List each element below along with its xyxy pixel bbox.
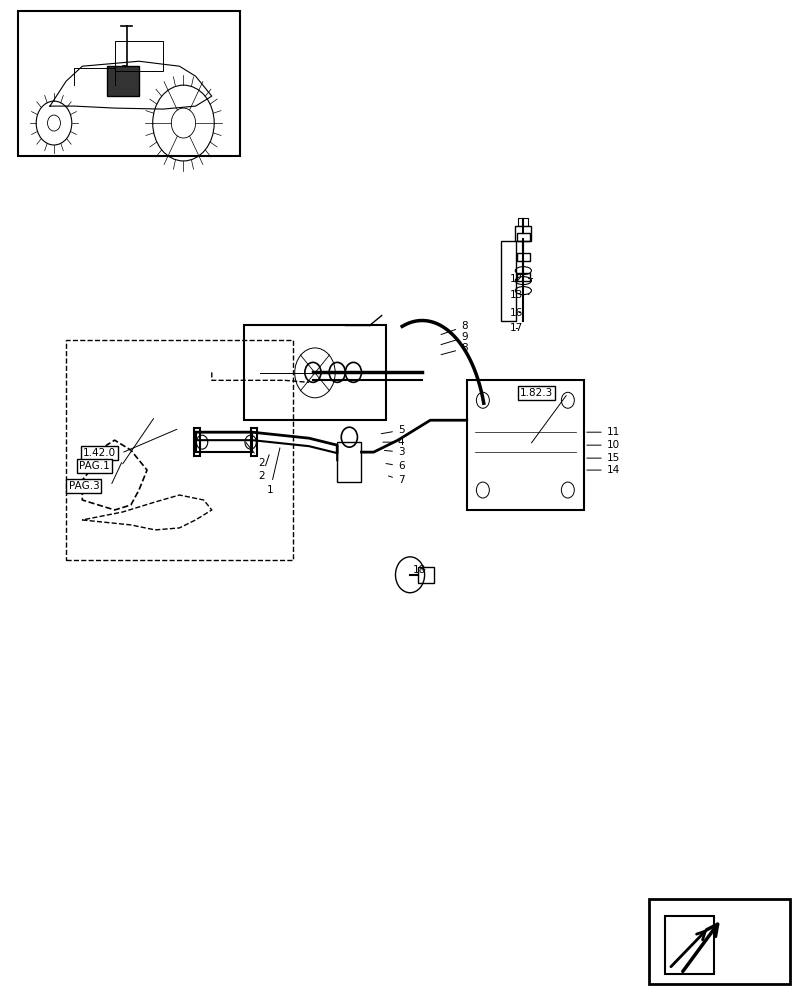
- Bar: [337, 442, 361, 482]
- Text: 7: 7: [388, 475, 404, 485]
- Text: PAG.3: PAG.3: [68, 481, 99, 491]
- Bar: [648, 899, 789, 984]
- Text: 1: 1: [267, 448, 280, 495]
- Text: 1.82.3: 1.82.3: [519, 388, 552, 398]
- Bar: [518, 218, 527, 226]
- Bar: [501, 241, 516, 320]
- Bar: [244, 325, 385, 420]
- Text: 14: 14: [586, 465, 619, 475]
- Text: 3: 3: [384, 447, 404, 457]
- Bar: [517, 273, 529, 281]
- Text: 15: 15: [586, 453, 619, 463]
- Bar: [466, 380, 583, 510]
- Bar: [18, 11, 240, 156]
- Text: 9: 9: [440, 332, 467, 345]
- Bar: [194, 428, 200, 456]
- Bar: [517, 253, 529, 261]
- Text: 2: 2: [259, 455, 268, 481]
- Bar: [517, 233, 529, 241]
- Bar: [515, 226, 530, 241]
- Text: 6: 6: [385, 461, 404, 471]
- Bar: [664, 916, 713, 974]
- Text: 8: 8: [440, 321, 467, 335]
- Text: 17: 17: [509, 323, 522, 333]
- Bar: [106, 66, 139, 96]
- Text: 8: 8: [440, 343, 467, 355]
- Bar: [251, 428, 257, 456]
- Text: 5: 5: [380, 425, 404, 435]
- Text: 2: 2: [246, 442, 265, 468]
- Text: 10: 10: [586, 440, 619, 450]
- Text: 18: 18: [412, 565, 425, 575]
- Text: 16: 16: [509, 308, 522, 318]
- Text: 12: 12: [509, 274, 532, 284]
- Bar: [66, 340, 292, 560]
- Text: PAG.1: PAG.1: [79, 461, 109, 471]
- Text: 4: 4: [383, 437, 404, 447]
- Text: 13: 13: [509, 290, 528, 300]
- Bar: [195, 432, 252, 452]
- Text: 1.42.0: 1.42.0: [83, 448, 116, 458]
- Text: 11: 11: [586, 427, 619, 437]
- Bar: [418, 567, 434, 583]
